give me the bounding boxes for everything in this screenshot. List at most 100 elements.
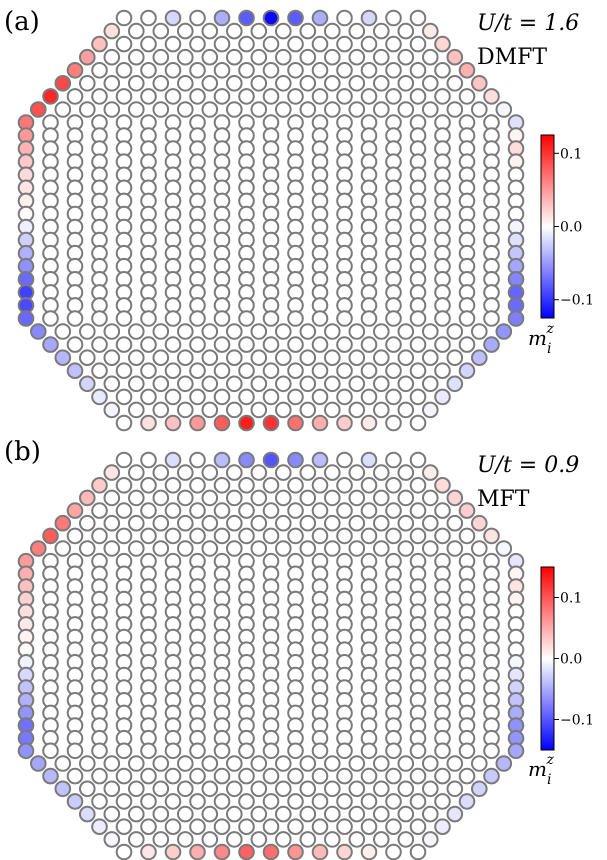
lattice-site — [152, 831, 170, 848]
lattice-site — [238, 527, 255, 545]
lattice-site — [299, 349, 317, 367]
lattice-site — [422, 540, 439, 557]
lattice-site — [422, 349, 439, 367]
lattice-site — [238, 62, 255, 79]
lattice-site — [164, 9, 182, 27]
lattice-site — [177, 464, 194, 481]
lattice-site — [226, 540, 243, 557]
lattice-site — [213, 310, 231, 327]
lattice-site — [140, 88, 157, 105]
lattice-site — [226, 831, 243, 848]
lattice-site — [189, 527, 206, 545]
lattice-site — [324, 375, 341, 393]
lattice-site — [262, 843, 280, 860]
lattice-site — [30, 540, 47, 557]
lattice-site — [262, 35, 280, 53]
lattice-site — [434, 88, 451, 105]
lattice-site — [164, 767, 182, 785]
lattice-site — [336, 818, 353, 836]
lattice-site — [446, 780, 464, 798]
lattice-site — [54, 514, 72, 532]
lattice-site — [42, 527, 59, 545]
lattice-site — [385, 62, 402, 79]
lattice-site — [311, 35, 329, 53]
lattice-site — [164, 388, 182, 406]
lattice-b — [17, 451, 525, 860]
lattice-site — [262, 414, 280, 432]
lattice-site — [483, 88, 500, 105]
lattice-site — [287, 310, 304, 327]
lattice-site — [373, 489, 390, 507]
lattice-site — [336, 477, 353, 494]
lattice-site — [103, 755, 121, 772]
lattice-site — [140, 527, 157, 545]
lattice-site — [164, 88, 182, 105]
lattice-site — [409, 477, 427, 494]
lattice-site — [434, 742, 451, 760]
lattice-site — [226, 780, 243, 798]
lattice-site — [189, 35, 206, 53]
lattice-site — [152, 464, 170, 481]
lattice-site — [189, 742, 206, 760]
lattice-site — [140, 9, 157, 27]
lattice-site — [373, 780, 390, 798]
lattice-site — [250, 755, 268, 772]
lattice-site — [373, 514, 390, 532]
lattice-site — [385, 88, 402, 105]
lattice-site — [495, 101, 513, 118]
lattice-site — [238, 818, 255, 836]
lattice-site — [299, 489, 317, 507]
lattice-site — [409, 88, 427, 105]
lattice-site — [262, 742, 280, 760]
lattice-site — [409, 388, 427, 406]
lattice-site — [164, 502, 182, 519]
lattice-site — [164, 843, 182, 860]
lattice-site — [360, 742, 378, 760]
lattice-site — [373, 464, 390, 481]
lattice-site — [164, 793, 182, 810]
lattice-site — [213, 388, 231, 406]
lattice-site — [348, 514, 366, 532]
lattice-site — [250, 401, 268, 419]
lattice-site — [348, 780, 366, 798]
lattice-site — [115, 9, 133, 27]
lattice-site — [458, 310, 476, 327]
lattice-site — [115, 362, 133, 380]
lattice-site — [458, 362, 476, 380]
lattice-site — [42, 88, 59, 105]
lattice-site — [54, 780, 72, 798]
lattice-site — [201, 755, 219, 772]
lattice-site — [226, 375, 243, 393]
lattice-site — [238, 742, 255, 760]
lattice-site — [360, 310, 378, 327]
lattice-site — [226, 48, 243, 66]
lattice-site — [299, 75, 317, 92]
lattice-site — [140, 767, 157, 785]
lattice-site — [471, 755, 488, 772]
colorbar-tick-label: 0.0 — [560, 652, 582, 668]
lattice-site — [397, 489, 415, 507]
lattice-site — [79, 101, 96, 118]
lattice-site — [373, 755, 390, 772]
lattice-site — [471, 323, 488, 340]
lattice-site — [152, 514, 170, 532]
lattice-site — [299, 323, 317, 340]
lattice-site — [128, 323, 145, 340]
lattice-site — [201, 805, 219, 823]
lattice-site — [115, 527, 133, 545]
lattice-site — [201, 101, 219, 118]
lattice-site — [79, 755, 96, 772]
lattice-site — [115, 451, 133, 469]
lattice-site — [115, 388, 133, 406]
lattice-site — [385, 502, 402, 519]
lattice-site — [128, 489, 145, 507]
lattice-site — [115, 336, 133, 353]
lattice-site — [287, 62, 304, 79]
lattice-site — [103, 464, 121, 481]
lattice-site — [299, 831, 317, 848]
lattice-site — [434, 767, 451, 785]
lattice-site — [177, 48, 194, 66]
lattice-site — [164, 742, 182, 760]
lattice-site — [54, 75, 72, 92]
